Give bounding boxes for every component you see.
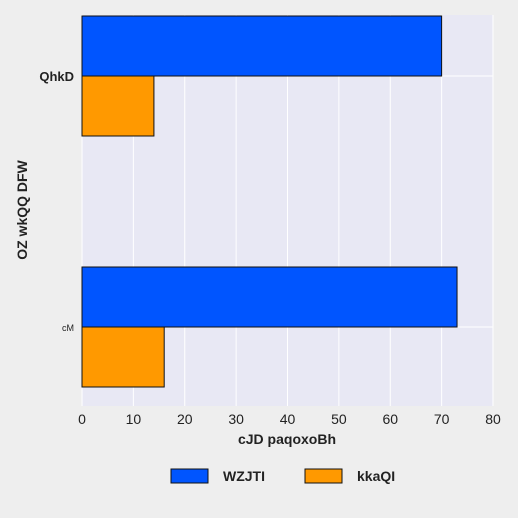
legend-swatch-series-1	[170, 468, 209, 484]
bars	[81, 15, 458, 388]
bar-1-cM	[81, 266, 458, 328]
y-tick-label: QhkD	[39, 69, 74, 84]
x-tick-label: 50	[331, 411, 347, 427]
x-axis-title: cJD paqoxoBh	[238, 431, 336, 447]
x-tick-label: 70	[434, 411, 450, 427]
bar-1-QhkD	[81, 15, 443, 77]
y-axis-title: OZ wkQQ DFW	[14, 159, 30, 259]
x-tick-label: 10	[126, 411, 142, 427]
legend: WZJTI kkaQI	[170, 468, 395, 484]
bar-2-QhkD	[81, 75, 155, 137]
x-tick-label: 60	[382, 411, 398, 427]
legend-label-series-2: kkaQI	[357, 468, 395, 484]
x-tick-label: 80	[485, 411, 501, 427]
legend-label-series-1: WZJTI	[223, 468, 265, 484]
legend-swatch-series-2	[304, 468, 343, 484]
y-tick-labels: QhkD cM	[39, 69, 74, 333]
x-tick-label: 0	[78, 411, 86, 427]
bar-2-cM	[81, 326, 165, 388]
x-tick-label: 30	[228, 411, 244, 427]
x-tick-label: 20	[177, 411, 193, 427]
x-tick-labels: 0 10 20 30 40 50 60 70 80	[78, 411, 501, 427]
y-tick-label: cM	[62, 323, 74, 333]
x-tick-label: 40	[280, 411, 296, 427]
